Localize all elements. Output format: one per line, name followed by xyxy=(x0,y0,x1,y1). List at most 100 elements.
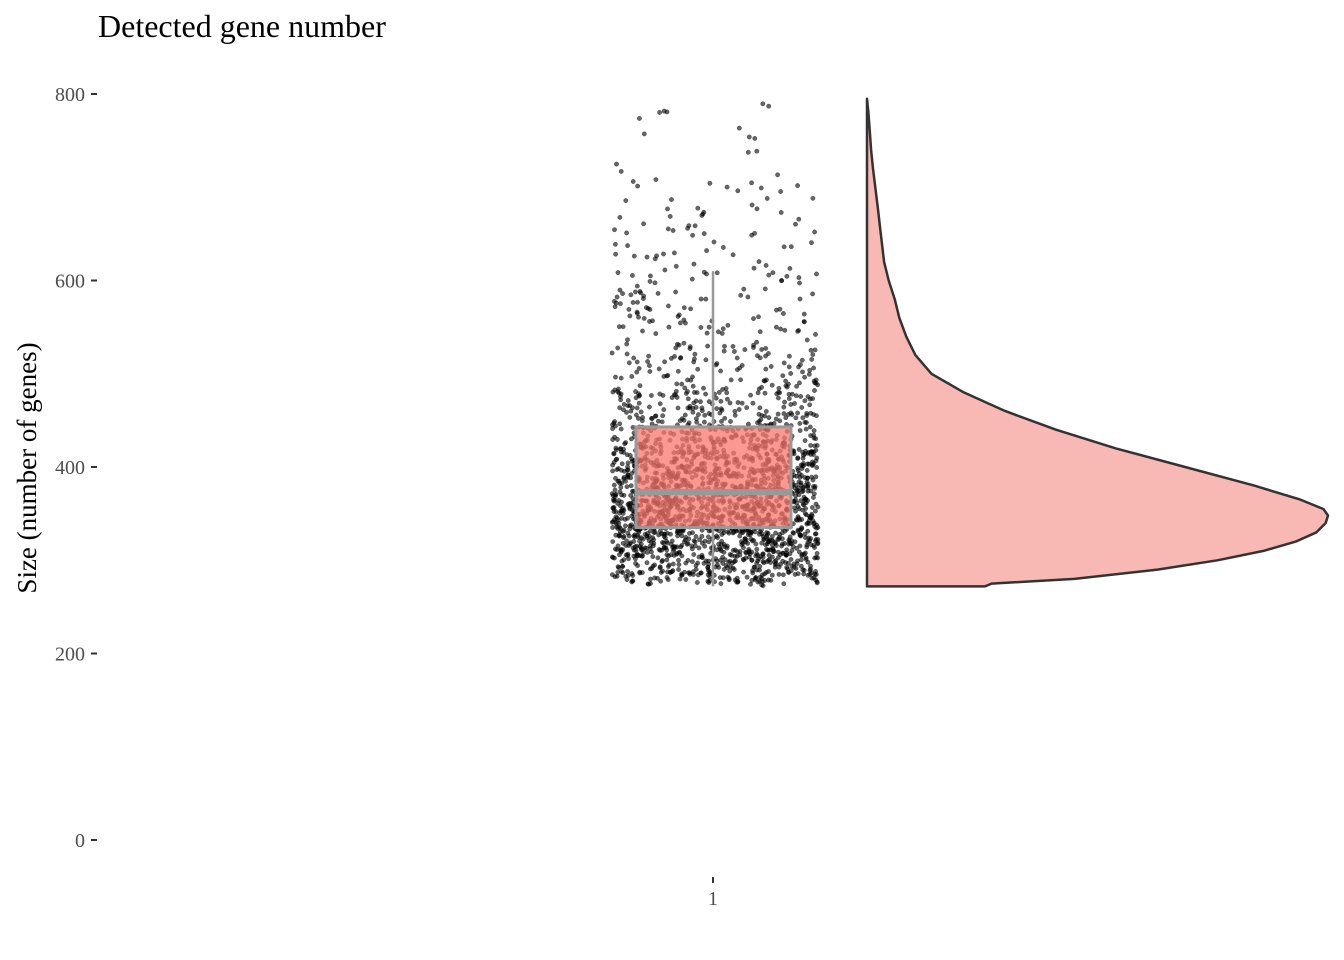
data-point xyxy=(625,398,631,404)
data-point xyxy=(766,568,772,574)
data-point xyxy=(812,485,818,491)
data-point xyxy=(624,538,630,544)
data-point xyxy=(647,307,653,312)
data-point xyxy=(784,273,790,279)
data-point xyxy=(731,567,737,572)
data-point xyxy=(765,351,771,356)
data-point xyxy=(727,552,733,557)
data-point xyxy=(788,410,794,416)
data-point xyxy=(613,509,619,514)
data-point xyxy=(686,420,692,426)
data-point xyxy=(702,538,708,544)
data-point xyxy=(763,262,769,268)
data-point xyxy=(625,460,631,466)
data-point xyxy=(802,438,808,444)
data-point xyxy=(693,534,699,539)
data-point xyxy=(686,570,692,576)
data-point xyxy=(637,569,643,575)
data-point xyxy=(813,436,819,442)
data-point xyxy=(735,188,741,194)
data-point xyxy=(660,539,665,545)
data-point xyxy=(636,391,641,397)
data-point xyxy=(661,108,667,114)
data-point xyxy=(651,530,657,536)
data-point xyxy=(797,532,803,538)
data-point xyxy=(812,531,818,537)
data-point xyxy=(748,581,753,587)
data-point xyxy=(780,373,786,379)
data-point xyxy=(799,357,805,363)
data-point xyxy=(641,293,647,299)
data-point xyxy=(628,408,634,414)
data-point xyxy=(815,504,821,510)
data-point xyxy=(695,205,701,211)
data-point xyxy=(677,355,683,361)
data-point xyxy=(721,549,727,555)
data-point xyxy=(797,296,803,302)
data-point xyxy=(699,533,705,539)
data-point xyxy=(703,357,709,363)
data-point xyxy=(621,407,626,413)
data-point xyxy=(762,286,768,292)
data-point xyxy=(795,489,801,495)
data-point xyxy=(778,326,784,332)
data-point xyxy=(747,551,753,557)
data-point xyxy=(670,561,676,567)
data-point xyxy=(691,389,697,395)
data-point xyxy=(620,570,626,576)
data-point xyxy=(616,324,622,330)
data-point xyxy=(786,537,792,543)
data-point xyxy=(612,517,617,523)
data-point xyxy=(797,421,803,426)
data-point xyxy=(691,538,697,544)
data-point xyxy=(695,560,701,566)
data-point xyxy=(730,530,736,536)
data-point xyxy=(772,561,778,567)
data-point xyxy=(660,413,666,419)
data-point xyxy=(783,378,789,384)
data-point xyxy=(616,498,622,504)
data-point xyxy=(732,547,738,553)
density-half-violin xyxy=(865,97,1330,588)
data-point xyxy=(622,523,628,529)
data-point xyxy=(757,329,763,335)
data-point xyxy=(617,529,623,535)
data-point xyxy=(638,541,644,547)
data-point xyxy=(717,575,723,581)
data-point xyxy=(676,557,681,563)
data-point xyxy=(617,405,623,411)
data-point xyxy=(754,339,760,345)
data-point xyxy=(777,306,783,312)
data-point xyxy=(622,441,628,447)
data-point xyxy=(719,418,724,424)
data-point xyxy=(657,391,663,397)
density-curve xyxy=(865,97,1330,588)
data-point xyxy=(802,511,808,517)
data-point xyxy=(718,398,724,404)
data-point xyxy=(745,540,751,546)
data-point xyxy=(646,353,652,359)
data-point xyxy=(657,109,663,115)
data-point xyxy=(704,330,710,336)
data-point xyxy=(713,395,719,401)
data-point xyxy=(805,475,810,481)
data-point xyxy=(815,525,821,530)
data-point xyxy=(808,488,814,494)
data-point xyxy=(722,415,728,421)
data-point xyxy=(761,560,767,566)
data-point xyxy=(677,576,683,582)
data-point xyxy=(809,356,815,362)
data-point xyxy=(779,278,785,284)
data-point xyxy=(627,453,633,458)
data-point xyxy=(814,550,820,556)
data-point xyxy=(650,554,656,560)
data-point xyxy=(703,391,709,397)
data-point xyxy=(641,315,647,321)
data-point xyxy=(777,532,783,537)
data-point xyxy=(661,251,666,257)
data-point xyxy=(793,493,799,499)
data-point xyxy=(714,406,720,412)
data-point xyxy=(698,324,704,330)
data-point xyxy=(814,443,820,448)
data-point xyxy=(778,210,784,215)
